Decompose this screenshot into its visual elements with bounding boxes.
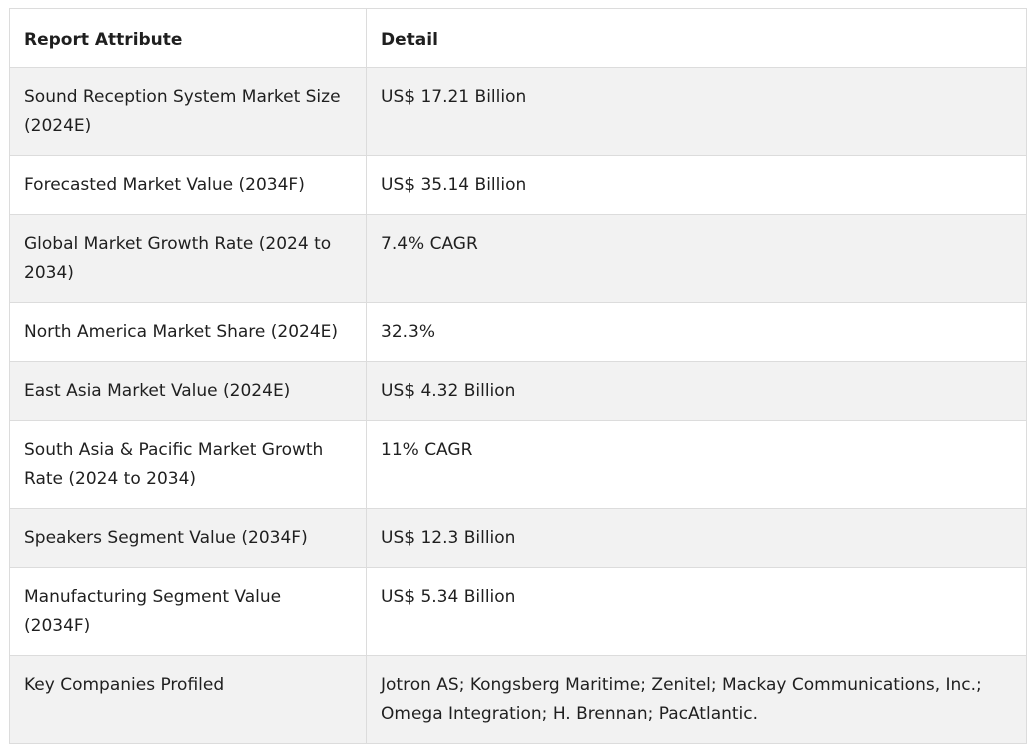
report-attributes-table: Report Attribute Detail Sound Reception … — [9, 8, 1027, 744]
header-detail: Detail — [366, 8, 1027, 68]
detail-cell: US$ 5.34 Billion — [366, 567, 1027, 656]
detail-cell: US$ 12.3 Billion — [366, 508, 1027, 568]
detail-cell: US$ 35.14 Billion — [366, 155, 1027, 215]
table-row: Global Market Growth Rate (2024 to 2034)… — [9, 214, 1027, 303]
table-row: Speakers Segment Value (2034F) US$ 12.3 … — [9, 508, 1027, 568]
table-row: Key Companies Profiled Jotron AS; Kongsb… — [9, 655, 1027, 744]
attribute-cell: North America Market Share (2024E) — [9, 302, 367, 362]
table-row: North America Market Share (2024E) 32.3% — [9, 302, 1027, 362]
attribute-cell: Sound Reception System Market Size (2024… — [9, 67, 367, 156]
table-header-row: Report Attribute Detail — [9, 8, 1027, 68]
table-row: Forecasted Market Value (2034F) US$ 35.1… — [9, 155, 1027, 215]
table-row: South Asia & Pacific Market Growth Rate … — [9, 420, 1027, 509]
detail-cell: US$ 4.32 Billion — [366, 361, 1027, 421]
detail-cell: 11% CAGR — [366, 420, 1027, 509]
attribute-cell: East Asia Market Value (2024E) — [9, 361, 367, 421]
detail-cell: 32.3% — [366, 302, 1027, 362]
attribute-cell: Speakers Segment Value (2034F) — [9, 508, 367, 568]
attribute-cell: South Asia & Pacific Market Growth Rate … — [9, 420, 367, 509]
table-row: Manufacturing Segment Value (2034F) US$ … — [9, 567, 1027, 656]
detail-cell: 7.4% CAGR — [366, 214, 1027, 303]
attribute-cell: Global Market Growth Rate (2024 to 2034) — [9, 214, 367, 303]
attribute-cell: Key Companies Profiled — [9, 655, 367, 744]
table-row: East Asia Market Value (2024E) US$ 4.32 … — [9, 361, 1027, 421]
attribute-cell: Forecasted Market Value (2034F) — [9, 155, 367, 215]
attribute-cell: Manufacturing Segment Value (2034F) — [9, 567, 367, 656]
header-report-attribute: Report Attribute — [9, 8, 367, 68]
detail-cell: Jotron AS; Kongsberg Maritime; Zenitel; … — [366, 655, 1027, 744]
detail-cell: US$ 17.21 Billion — [366, 67, 1027, 156]
report-table-container: Report Attribute Detail Sound Reception … — [9, 8, 1027, 744]
table-row: Sound Reception System Market Size (2024… — [9, 67, 1027, 156]
